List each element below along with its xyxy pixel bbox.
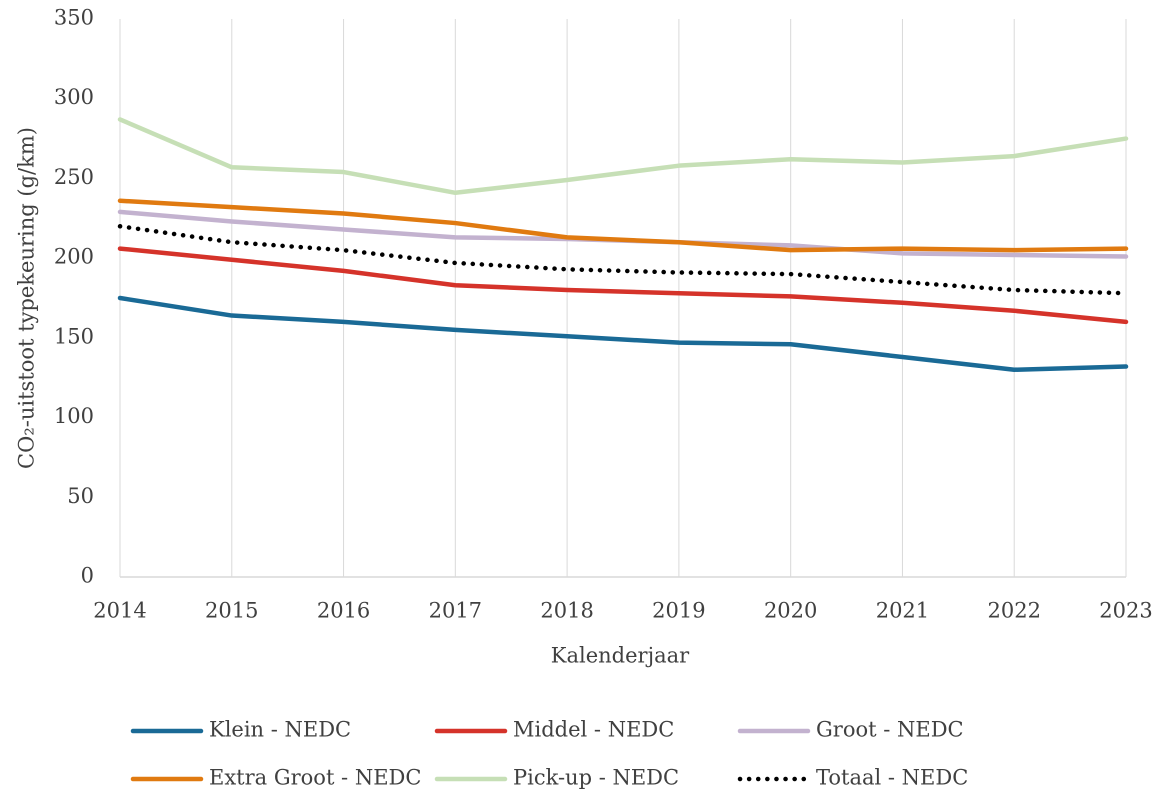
x-tick-label: 2019: [652, 599, 705, 623]
y-tick-label: 250: [54, 165, 94, 189]
legend-label: Middel - NEDC: [513, 718, 674, 742]
x-tick-label: 2016: [317, 599, 370, 623]
x-tick-label: 2017: [429, 599, 482, 623]
y-tick-label: 50: [67, 484, 94, 508]
y-tick-label: 350: [54, 6, 94, 30]
legend-label: Extra Groot - NEDC: [209, 766, 421, 790]
x-axis-title: Kalenderjaar: [551, 644, 690, 668]
y-tick-label: 200: [54, 245, 94, 269]
x-tick-label: 2021: [876, 599, 929, 623]
y-tick-label: 100: [54, 404, 94, 428]
x-tick-label: 2015: [205, 599, 258, 623]
legend-label: Pick-up - NEDC: [513, 766, 679, 790]
legend-label: Totaal - NEDC: [816, 766, 968, 790]
y-tick-label: 150: [54, 324, 94, 348]
legend-label: Groot - NEDC: [816, 718, 964, 742]
series-line: [117, 295, 1129, 372]
x-tick-label: 2014: [93, 599, 146, 623]
y-axis-title: CO₂-uitstoot typekeuring (g/km): [15, 127, 39, 469]
series-line: [117, 198, 1129, 253]
x-tick-label: 2018: [540, 599, 593, 623]
y-tick-label: 0: [81, 564, 94, 588]
x-tick-label: 2022: [987, 599, 1040, 623]
series-line: [117, 117, 1129, 196]
legend-label: Klein - NEDC: [209, 718, 351, 742]
series-line: [117, 224, 1129, 296]
x-tick-label: 2020: [764, 599, 817, 623]
y-tick-label: 300: [54, 85, 94, 109]
x-tick-label: 2023: [1099, 599, 1152, 623]
series-line: [117, 246, 1129, 325]
